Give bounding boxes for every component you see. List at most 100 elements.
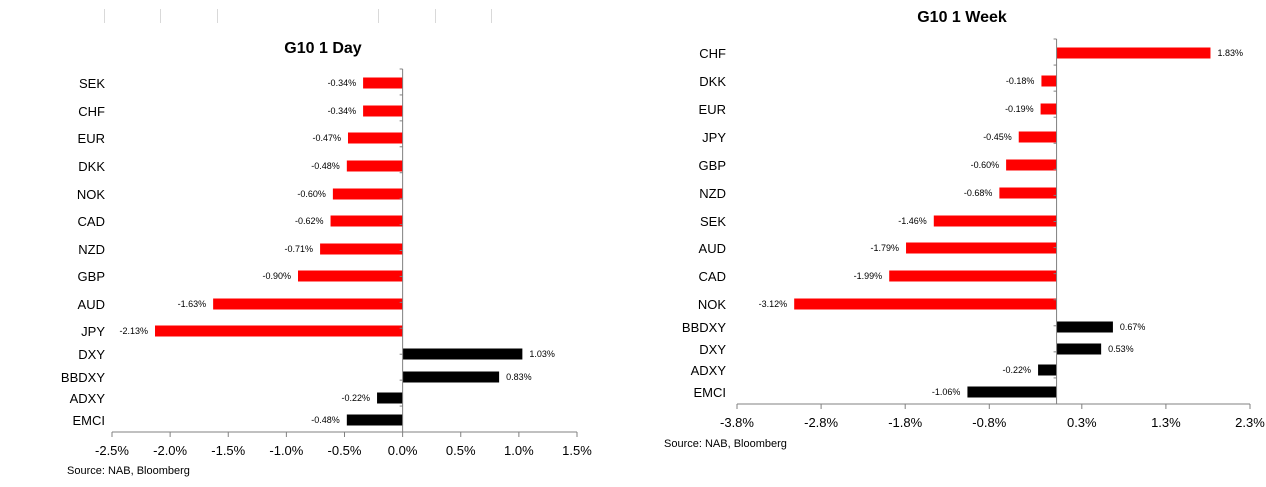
data-label: -0.48% — [311, 161, 340, 171]
data-label: -0.22% — [342, 393, 371, 403]
bar-jpy — [155, 325, 403, 337]
chart-g10-1-day: G10 1 Day SEK -0.34% CHF -0.34% EUR -0.47% DKK -… — [61, 40, 592, 477]
x-tick-label: -3.8% — [720, 415, 754, 430]
bar-eur — [347, 132, 403, 144]
g10-1-day-svg: G10 1 Day SEK -0.34% CHF -0.34% EUR -0.47% DKK -… — [61, 40, 592, 458]
category-label: EUR — [699, 102, 726, 117]
data-label: -0.18% — [1006, 76, 1035, 86]
x-tick-label: 0.5% — [446, 443, 476, 458]
data-label: -1.46% — [898, 216, 927, 226]
x-tick-label: 0.3% — [1067, 415, 1097, 430]
category-label: JPY — [81, 324, 105, 339]
data-label: -0.48% — [311, 415, 340, 425]
bar-dxy — [1056, 343, 1102, 355]
category-label: EMCI — [694, 385, 727, 400]
x-tick-label: 0.0% — [388, 443, 418, 458]
bar-nzd — [320, 243, 403, 255]
category-label: CHF — [699, 46, 726, 61]
bar-emci — [346, 414, 403, 426]
category-label: JPY — [702, 130, 726, 145]
category-label: DXY — [78, 347, 105, 362]
bar-gbp — [298, 270, 403, 282]
category-label: CAD — [78, 214, 105, 229]
category-label: NOK — [698, 297, 727, 312]
x-tick-label: -1.5% — [211, 443, 245, 458]
x-tick-label: 1.3% — [1151, 415, 1181, 430]
data-label: -0.60% — [297, 189, 326, 199]
category-label: EMCI — [73, 413, 106, 428]
data-label: -1.99% — [854, 271, 883, 281]
x-tick-label: -2.5% — [95, 443, 129, 458]
data-label: -0.71% — [285, 244, 314, 254]
category-label: ADXY — [70, 391, 106, 406]
category-label: BBDXY — [682, 320, 726, 335]
data-label: -0.62% — [295, 216, 324, 226]
category-label: BBDXY — [61, 370, 105, 385]
source-note: Source: NAB, Bloomberg — [67, 465, 190, 477]
bar-dkk — [346, 160, 403, 172]
bar-chf — [363, 105, 403, 117]
x-tick-label: -0.8% — [972, 415, 1006, 430]
category-label: GBP — [78, 269, 105, 284]
data-label: -0.45% — [983, 132, 1012, 142]
x-tick-label: -2.0% — [153, 443, 187, 458]
category-label: EUR — [78, 131, 105, 146]
data-label: -0.90% — [262, 271, 291, 281]
bar-adxy — [1038, 364, 1057, 376]
data-label: -0.60% — [971, 160, 1000, 170]
data-label: -2.13% — [119, 326, 148, 336]
data-label: -0.22% — [1003, 365, 1032, 375]
bar-sek — [363, 77, 403, 89]
source-note: Source: NAB, Bloomberg — [664, 438, 787, 450]
data-label: -0.34% — [328, 106, 357, 116]
data-label: -1.06% — [932, 387, 961, 397]
bar-eur — [1040, 103, 1057, 115]
bar-dkk — [1041, 75, 1057, 87]
g10-1-week-svg: G10 1 Week CHF 1.83% DKK -0.18% EUR -0.19% JPY -… — [682, 9, 1265, 430]
bar-nzd — [999, 187, 1057, 199]
data-label: 1.83% — [1217, 48, 1243, 58]
data-label: -3.12% — [759, 299, 788, 309]
x-tick-label: 2.3% — [1235, 415, 1265, 430]
bar-cad — [889, 270, 1057, 282]
data-label: -0.19% — [1005, 104, 1034, 114]
bar-adxy — [377, 392, 403, 404]
bar-aud — [213, 298, 403, 310]
category-label: DXY — [699, 342, 726, 357]
header-separator-ticks — [100, 9, 500, 23]
category-label: AUD — [78, 297, 105, 312]
category-label: DKK — [78, 159, 105, 174]
category-label: SEK — [79, 76, 105, 91]
bar-sek — [933, 215, 1057, 227]
data-label: -1.79% — [871, 243, 900, 253]
data-label: 0.83% — [506, 372, 532, 382]
bar-dxy — [402, 348, 523, 360]
category-label: GBP — [699, 158, 726, 173]
x-tick-label: 1.0% — [504, 443, 534, 458]
data-label: 0.53% — [1108, 344, 1134, 354]
bar-nok — [332, 188, 403, 200]
x-tick-label: -1.8% — [888, 415, 922, 430]
category-label: ADXY — [691, 363, 727, 378]
bar-aud — [906, 242, 1057, 254]
x-tick-label: -0.5% — [328, 443, 362, 458]
bar-chf — [1056, 47, 1211, 59]
category-label: CHF — [78, 104, 105, 119]
data-label: 0.67% — [1120, 322, 1146, 332]
chart-title: G10 1 Day — [284, 40, 361, 57]
bar-nok — [794, 298, 1057, 310]
category-label: NZD — [78, 242, 105, 257]
data-label: -1.63% — [178, 299, 207, 309]
chart-title: G10 1 Week — [917, 9, 1007, 26]
chart-g10-1-week: G10 1 Week CHF 1.83% DKK -0.18% EUR -0.19% JPY -… — [640, 0, 1266, 487]
category-label: AUD — [699, 241, 726, 256]
bar-bbdxy — [1056, 321, 1113, 333]
x-tick-label: -1.0% — [269, 443, 303, 458]
category-label: NZD — [699, 186, 726, 201]
bar-emci — [967, 386, 1057, 398]
data-label: -0.34% — [328, 78, 357, 88]
category-label: DKK — [699, 74, 726, 89]
data-label: -0.47% — [312, 133, 341, 143]
data-label: 1.03% — [529, 349, 555, 359]
bar-bbdxy — [402, 371, 500, 383]
